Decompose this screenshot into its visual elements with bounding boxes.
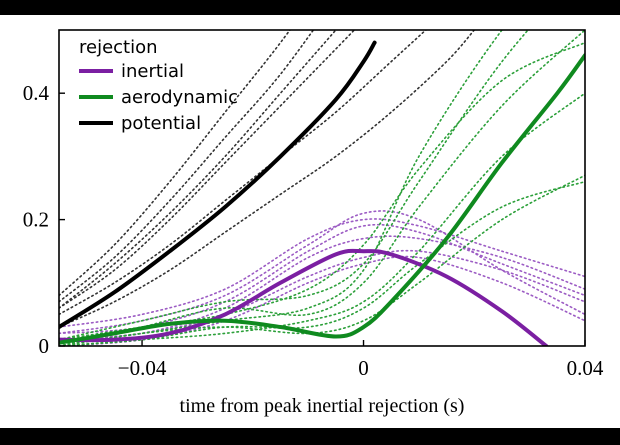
x-tick-label: 0.04 — [567, 356, 604, 380]
axes-layer — [58, 29, 586, 347]
trace-inertial-4 — [59, 218, 585, 328]
trace-inertial-3 — [59, 249, 585, 341]
trace-potential-15 — [59, 30, 428, 316]
x-tick-label: 0 — [358, 356, 369, 380]
trace-aerodynamic-7 — [59, 30, 530, 341]
plot-frame — [58, 29, 586, 347]
trace-aerodynamic-6 — [59, 30, 585, 346]
trace-inertial-2 — [59, 210, 585, 335]
series-line-potential — [59, 40, 377, 330]
series-line-inertial — [59, 248, 549, 346]
x-axis-label: time from peak inertial rejection (s) — [180, 395, 465, 417]
ticks-layer: −0.04 0 0.04 0 0.2 0.4 — [23, 81, 604, 380]
line-chart: −0.04 0 0.04 0 0.2 0.4 time from peak inertia… — [23, 29, 604, 417]
trace-potential-18 — [59, 30, 337, 309]
y-tick-label: 0 — [39, 334, 50, 358]
individual-traces-layer — [59, 30, 585, 346]
legend: rejection inertial aerodynamic potential — [79, 37, 238, 134]
mean-series-layer — [59, 40, 585, 346]
trace-aerodynamic-12 — [59, 180, 585, 346]
trace-potential-14 — [59, 30, 315, 303]
legend-label-inertial: inertial — [121, 61, 184, 82]
legend-label-aerodynamic: aerodynamic — [121, 87, 238, 108]
trace-aerodynamic-11 — [59, 92, 585, 346]
legend-label-potential: potential — [121, 113, 201, 134]
trace-potential-16 — [59, 30, 476, 328]
trace-potential-13 — [59, 30, 356, 309]
legend-title: rejection — [79, 37, 158, 58]
y-tick-label: 0.2 — [23, 208, 49, 232]
y-tick-label: 0.4 — [23, 81, 50, 105]
x-tick-label: −0.04 — [118, 356, 167, 380]
series-line-aerodynamic — [59, 53, 585, 345]
trace-potential-17 — [59, 30, 291, 297]
chart-canvas: −0.04 0 0.04 0 0.2 0.4 time from peak inertia… — [0, 15, 620, 428]
